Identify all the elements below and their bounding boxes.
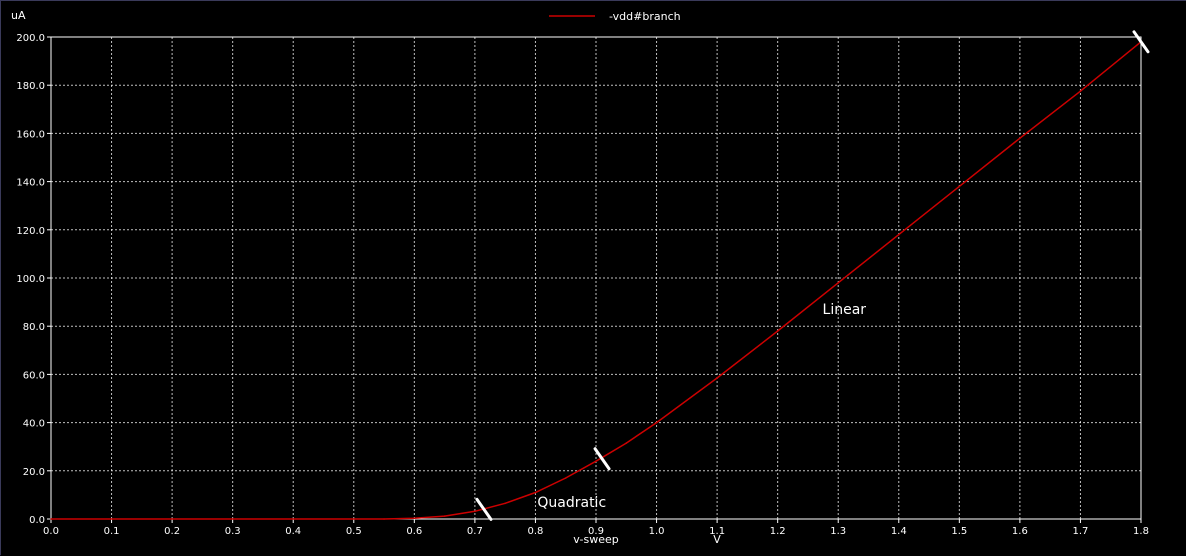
region-marker	[475, 497, 493, 521]
data-point	[413, 517, 416, 520]
legend-label: -vdd#branch	[609, 10, 681, 23]
x-tick-label: 1.1	[709, 526, 725, 537]
data-point	[625, 442, 628, 444]
data-point	[837, 282, 840, 284]
grid-lines	[51, 37, 1141, 519]
x-tick-label: 1.2	[770, 526, 786, 537]
y-tick-label: 40.0	[23, 419, 45, 430]
data-point	[50, 518, 52, 520]
x-tick-label: 1.7	[1072, 526, 1088, 537]
data-point	[443, 515, 446, 517]
x-axis-label: v-sweep	[573, 533, 618, 546]
x-tick-label: 0.3	[225, 526, 241, 537]
y-tick-label: 0.0	[29, 515, 45, 526]
data-point	[1019, 137, 1021, 140]
data-point	[958, 185, 961, 188]
plot-border	[50, 36, 1142, 520]
x-tick-label: 1.6	[1012, 526, 1028, 537]
data-point	[534, 491, 537, 494]
y-tick-label: 180.0	[16, 81, 45, 92]
x-axis-unit-label: V	[713, 533, 721, 546]
x-tick-label: 0.1	[104, 526, 120, 537]
legend[interactable]: -vdd#branch	[549, 10, 681, 23]
axes: 0.0 0.1 0.2 0.3 0.4 0.5 0.6 0.7 0.8 0.9 1.0 1.1 1.2 1…	[16, 33, 1149, 537]
data-point	[716, 377, 718, 379]
data-point	[1079, 90, 1082, 93]
data-point	[776, 330, 779, 332]
annotation-group: Quadratic Linear	[537, 302, 866, 511]
y-tick-label: 60.0	[23, 370, 45, 381]
region-marker	[593, 447, 611, 471]
annotation-label: Linear	[823, 302, 867, 318]
annotation-label: Quadratic	[537, 495, 606, 511]
x-tick-label: 0.9	[588, 526, 604, 537]
x-tick-label: 1.4	[891, 526, 907, 537]
data-point	[655, 421, 658, 424]
y-tick-label: 80.0	[23, 322, 45, 333]
data-point	[564, 477, 567, 479]
region-marker	[1132, 30, 1150, 54]
y-tick-label: 120.0	[16, 226, 45, 237]
data-point	[474, 510, 476, 513]
x-tick-label: 1.3	[830, 526, 846, 537]
marker-group	[475, 30, 1150, 521]
y-tick-label: 100.0	[16, 274, 45, 285]
x-tick-label: 0.2	[164, 526, 180, 537]
y-tick-label: 200.0	[16, 33, 45, 44]
data-point	[504, 502, 506, 505]
y-axis-unit-label: uA	[11, 9, 26, 22]
x-tick-label: 0.5	[346, 526, 362, 537]
x-tick-label: 0.8	[527, 526, 543, 537]
data-point	[595, 460, 597, 462]
x-tick-label: 0.7	[467, 526, 483, 537]
x-tick-label: 0.6	[406, 526, 422, 537]
data-point	[897, 233, 900, 236]
y-tick-label: 140.0	[16, 178, 45, 189]
y-tick-label: 160.0	[16, 129, 45, 140]
x-tick-label: 1.0	[649, 526, 665, 537]
x-tick-label: 1.8	[1133, 526, 1149, 537]
series-group	[50, 41, 1142, 520]
x-tick-label: 1.5	[951, 526, 967, 537]
x-tick-label: 0.4	[285, 526, 301, 537]
x-tick-label: 0.0	[43, 526, 59, 537]
data-point	[383, 518, 385, 520]
y-tick-label: 20.0	[23, 467, 45, 478]
